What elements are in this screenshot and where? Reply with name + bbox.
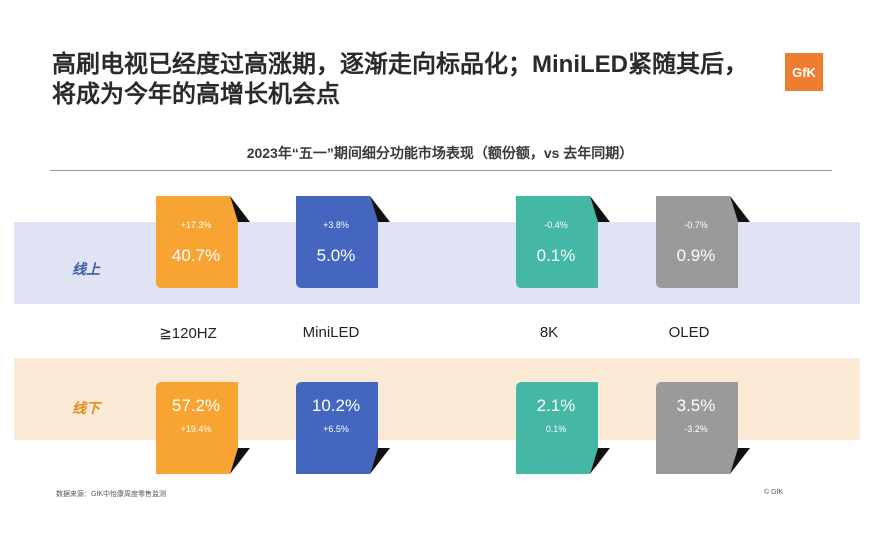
tile-fold-marker [230,196,250,222]
category-label-oled: OLED [668,324,710,341]
change-value: +19.4% [180,424,212,434]
tile-online-120hz: +17.3% 40.7% [156,196,252,288]
row-label-online: 线上 [72,261,100,277]
tile-shape [156,382,250,474]
tile-fold-marker [590,196,610,222]
tile-fold-marker [590,448,610,474]
tile-shape [516,196,610,288]
share-value: 0.9% [676,246,716,265]
tile-offline-120hz: +19.4% 57.2% [156,382,252,474]
tile-offline-oled: -3.2% 3.5% [656,382,752,474]
chart-title: 2023年“五一”期间细分功能市场表现（额份额，vs 去年同期） [246,145,634,161]
tile-body [516,382,598,474]
tile-fold-marker [370,196,390,222]
tile-online-oled: -0.7% 0.9% [656,196,752,288]
title-divider [50,170,832,171]
title-line-2: 将成为今年的高增长机会点 [52,81,340,108]
tile-online-8k: -0.4% 0.1% [516,196,612,288]
gfk-logo: GfK [785,53,823,91]
tile-online-miniled: +3.8% 5.0% [296,196,392,288]
change-value: +6.5% [323,424,349,434]
tile-shape [296,382,390,474]
tile-shape [656,196,750,288]
change-value: +3.8% [323,220,349,230]
tile-body [156,382,238,474]
tile-fold-marker [730,448,750,474]
tile-fold-marker [730,196,750,222]
title-line-1: 高刷电视已经度过高涨期，逐渐走向标品化；MiniLED紧随其后， [52,51,748,78]
category-label-miniled: MiniLED [302,324,360,341]
tile-fold-marker [230,448,250,474]
data-source: 数据来源：GfK中怡康周度零售监测 [56,491,167,498]
tile-shape [656,382,750,474]
tile-shape [516,382,610,474]
page-title: 高刷电视已经度过高涨期，逐渐走向标品化；MiniLED紧随其后， 将成为今年的高… [52,50,792,110]
share-value: 10.2% [311,396,361,415]
change-value: -0.4% [544,220,568,230]
change-value: -3.2% [684,424,708,434]
tile-body [516,196,598,288]
tile-offline-8k: 0.1% 2.1% [516,382,612,474]
tile-body [656,196,738,288]
tile-body [656,382,738,474]
share-value: 2.1% [536,396,576,415]
copyright: © GfK [764,489,784,496]
category-label-8k: 8K [539,324,559,341]
row-label-offline: 线下 [72,400,100,416]
tile-shape [156,196,250,288]
share-value: 57.2% [171,396,221,415]
tile-body [296,382,378,474]
share-value: 40.7% [171,246,221,265]
tile-shape [296,196,390,288]
share-value: 5.0% [316,246,356,265]
change-value: +17.3% [180,220,212,230]
tile-fold-marker [370,448,390,474]
change-value: 0.1% [545,424,567,434]
share-value: 3.5% [676,396,716,415]
change-value: -0.7% [684,220,708,230]
category-label-120hz: ≧120HZ [159,325,217,342]
tile-body [156,196,238,288]
tile-body [296,196,378,288]
tile-offline-miniled: +6.5% 10.2% [296,382,392,474]
share-value: 0.1% [536,246,576,265]
